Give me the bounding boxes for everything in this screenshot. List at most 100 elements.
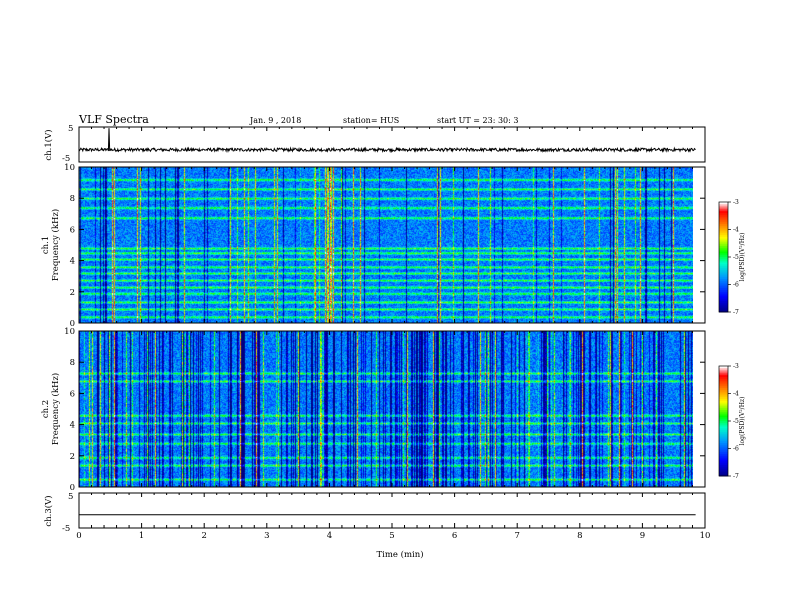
ch3-ytick-bottom: -5 [62,524,70,534]
ch1-colorbar-cell [719,246,728,249]
ch1-colorbar-tick-label: -3 [733,199,739,206]
ch1-colorbar-cell [719,301,728,304]
ch2-colorbar-cell [719,404,728,407]
ch1-waveform-panel: 5 -5 ch.1(V) [43,124,706,164]
ch2-spectrogram-ytick-label: 4 [70,421,75,431]
ch2-colorbar-cell [719,441,728,444]
ch2-spectrogram-ytick-label: 0 [70,483,75,493]
figure-title: VLF Spectra [78,113,149,126]
ch1-spectrogram-ytick-label: 2 [70,288,75,298]
ch1-colorbar-tick-label: -5 [733,254,739,261]
ch2-colorbar-cell [719,378,728,382]
x-axis-tick-label: 10 [700,531,711,541]
ch1-colorbar-cell [719,275,728,278]
ch1-colorbar-cell [719,306,728,309]
ch1-colorbar-cell [719,235,728,238]
ch2-colorbar-cell [719,375,728,378]
ch2-colorbar-cell [719,417,728,420]
ch1-colorbar-cell [719,271,728,274]
ch1-colorbar-cell [719,249,728,252]
ch1-colorbar-cell [719,280,728,284]
ch2-colorbar-cell [719,459,728,462]
x-axis-tick-label: 4 [327,531,332,541]
ch2-colorbar-cell [719,428,728,431]
ch2-colorbar-cell [719,468,728,471]
ch1-colorbar-cell [719,203,728,207]
ch1-waveform-line [78,128,696,154]
ch1-colorbar-cell [719,209,728,212]
ch1-colorbar-cell [719,227,728,230]
ch1-colorbar-cell [719,299,728,302]
ch2-colorbar-cell [719,452,728,455]
ch2-colorbar-cell [719,432,728,435]
ch2-colorbar-cell [719,411,728,415]
ch2-colorbar-cell [719,419,728,422]
ch1-colorbar-cell [719,202,728,205]
ch2-colorbar-cell [719,444,728,448]
x-axis-tick-label: 3 [264,531,269,541]
ch1-colorbar-cell [719,238,728,241]
ch1-waveform-frame [78,126,706,163]
ch1-colorbar-cell [719,308,728,311]
ch2-colorbar-cell [719,421,728,424]
ch2-colorbar-cell [719,397,728,400]
ch2-colorbar-cell [719,393,728,396]
ch2-colorbar-cell [719,406,728,409]
ch1-spectrogram-image [79,167,693,323]
ch1-colorbar-cell [719,304,728,307]
ch3-waveform-ylabel: ch.3(V) [43,495,54,526]
ch1-colorbar-cell [719,247,728,251]
ch1-colorbar-cell [719,264,728,267]
ch1-colorbar-cell [719,255,728,258]
ch2-spectrogram-panel: 0 2 4 6 8 10 ch.2 Frequency (kHz) -3 -4 -5 -6 -7 l… [41,327,746,493]
ch2-colorbar-cell [719,415,728,418]
ch2-spectrogram-ylabel-freq: Frequency (kHz) [50,373,61,445]
ch1-colorbar-cell [719,229,728,232]
ch2-colorbar-cell [719,389,728,393]
x-axis-tick-label: 0 [76,531,81,541]
x-axis-tick-label: 8 [577,531,582,541]
ch2-colorbar-tick-label: -3 [733,363,739,370]
ch2-colorbar-cell [719,455,728,459]
ch2-colorbar-cell [719,371,728,374]
ch1-colorbar-cell [719,253,728,256]
ch1-colorbar: -3 -4 -5 -6 -7 log(PSD)(V²/Hz) [718,199,746,316]
x-axis-label: Time (min) [376,549,423,560]
ch2-colorbar-cell [719,373,728,376]
ch2-colorbar-cell [719,424,728,427]
x-axis-tick-label: 2 [201,531,206,541]
ch2-colorbar-cell [719,399,728,402]
ch1-colorbar-tick-label: -4 [733,227,739,234]
ch2-colorbar-cell [719,457,728,460]
ch1-colorbar-cell [719,214,728,218]
ch2-colorbar-cell [719,466,728,470]
ch2-colorbar-cell [719,433,728,437]
ch2-colorbar-tick-label: -7 [733,473,739,480]
ch1-colorbar-cell [719,310,728,313]
ch1-colorbar-cell [719,302,728,306]
ch1-colorbar-cell [719,242,728,245]
ch1-colorbar-cell [719,211,728,214]
ch2-colorbar-cell [719,446,728,449]
ch1-spectrogram-ytick-label: 4 [70,257,75,267]
ch2-colorbar-cell [719,400,728,404]
ch2-spectrogram-image [79,331,693,487]
ch1-ytick-top: 5 [68,124,73,134]
ch1-colorbar-cell [719,291,728,295]
ch2-colorbar-cell [719,450,728,453]
ch1-spectrogram-ylabel-freq: Frequency (kHz) [50,209,61,281]
ch2-colorbar-cell [719,448,728,451]
ch2-colorbar-cell [719,402,728,405]
ch2-colorbar-cell [719,413,728,416]
ch1-colorbar-cell [719,286,728,289]
ch2-colorbar-cell [719,388,728,391]
ch1-colorbar-cell [719,244,728,247]
ch2-spectrogram-ytick-label: 8 [70,358,75,368]
ch1-colorbar-label: log(PSD)(V²/Hz) [739,233,746,282]
ch1-colorbar-cell [719,284,728,287]
ch2-colorbar-cell [719,386,728,389]
ch1-colorbar-cell [719,293,728,296]
ch1-colorbar-tick-label: -6 [733,282,739,289]
ch1-colorbar-cell [719,260,728,263]
ch2-colorbar-tick-label: -5 [733,418,739,425]
